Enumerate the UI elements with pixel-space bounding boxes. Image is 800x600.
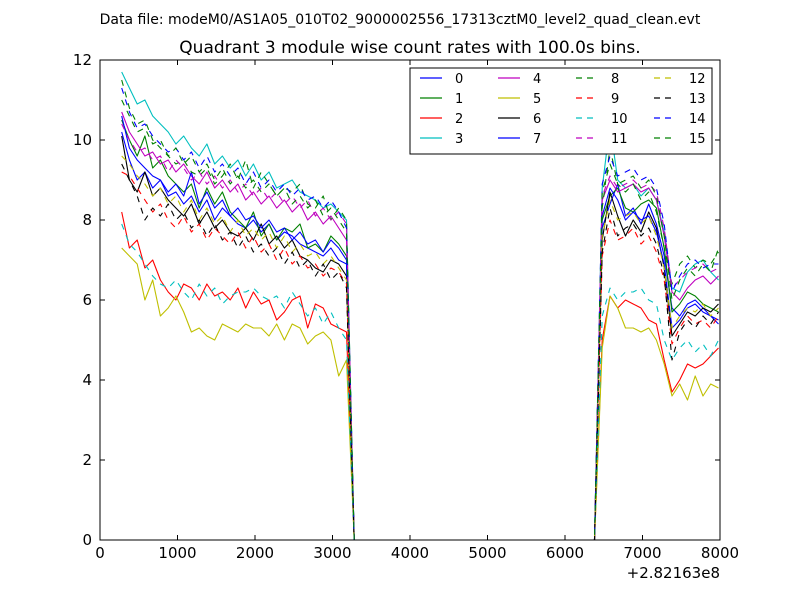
legend-label-4: 4 — [533, 72, 541, 87]
y-tick-label: 6 — [82, 291, 92, 309]
legend-label-14: 14 — [689, 112, 706, 127]
legend-label-15: 15 — [689, 132, 706, 147]
y-tick-label: 10 — [73, 131, 92, 149]
series-line-4 — [121, 111, 719, 540]
x-tick-label: 4000 — [391, 544, 429, 562]
x-tick-label: 6000 — [546, 544, 584, 562]
x-tick-label: 5000 — [468, 544, 506, 562]
legend-label-3: 3 — [455, 132, 463, 147]
legend-label-1: 1 — [455, 92, 463, 107]
series-line-11 — [121, 123, 719, 540]
series-line-13 — [121, 163, 719, 540]
figure-suptitle: Data file: modeM0/AS1A05_010T02_90000025… — [100, 12, 701, 28]
chart-title: Quadrant 3 module wise count rates with … — [179, 38, 640, 58]
y-tick-label: 0 — [82, 531, 92, 549]
legend-label-11: 11 — [611, 132, 628, 147]
series-line-5 — [121, 247, 719, 540]
x-tick-label: 7000 — [623, 544, 661, 562]
series-line-8 — [121, 79, 719, 540]
legend-label-12: 12 — [689, 72, 706, 87]
legend-label-5: 5 — [533, 92, 541, 107]
legend-label-0: 0 — [455, 72, 463, 87]
series-line-2 — [121, 211, 719, 540]
series-line-14 — [121, 87, 719, 540]
series-line-7 — [121, 115, 719, 540]
y-tick-label: 4 — [82, 371, 92, 389]
series-line-9 — [121, 171, 719, 540]
legend-label-6: 6 — [533, 112, 541, 127]
x-tick-label: 3000 — [313, 544, 351, 562]
legend-label-13: 13 — [689, 92, 706, 107]
series-line-3 — [121, 71, 719, 540]
x-tick-label: 1000 — [158, 544, 196, 562]
x-tick-label: 0 — [95, 544, 105, 562]
x-axis-offset-label: +2.82163e8 — [627, 564, 720, 582]
x-tick-label: 2000 — [236, 544, 274, 562]
legend-label-7: 7 — [533, 132, 541, 147]
y-tick-label: 12 — [73, 51, 92, 69]
legend-label-8: 8 — [611, 72, 619, 87]
legend-label-9: 9 — [611, 92, 619, 107]
plot-frame — [99, 59, 721, 541]
series-line-0 — [121, 131, 719, 540]
axis-ticks: 0 1000 2000 3000 4000 5000 6000 7000 80000246810… — [73, 51, 739, 562]
legend-frame — [409, 67, 713, 155]
y-tick-label: 2 — [82, 451, 92, 469]
legend-label-10: 10 — [611, 112, 628, 127]
x-tick-label: 8000 — [701, 544, 739, 562]
legend-label-2: 2 — [455, 112, 463, 127]
series-layer — [121, 71, 720, 540]
series-line-12 — [121, 155, 719, 540]
y-tick-label: 8 — [82, 211, 92, 229]
